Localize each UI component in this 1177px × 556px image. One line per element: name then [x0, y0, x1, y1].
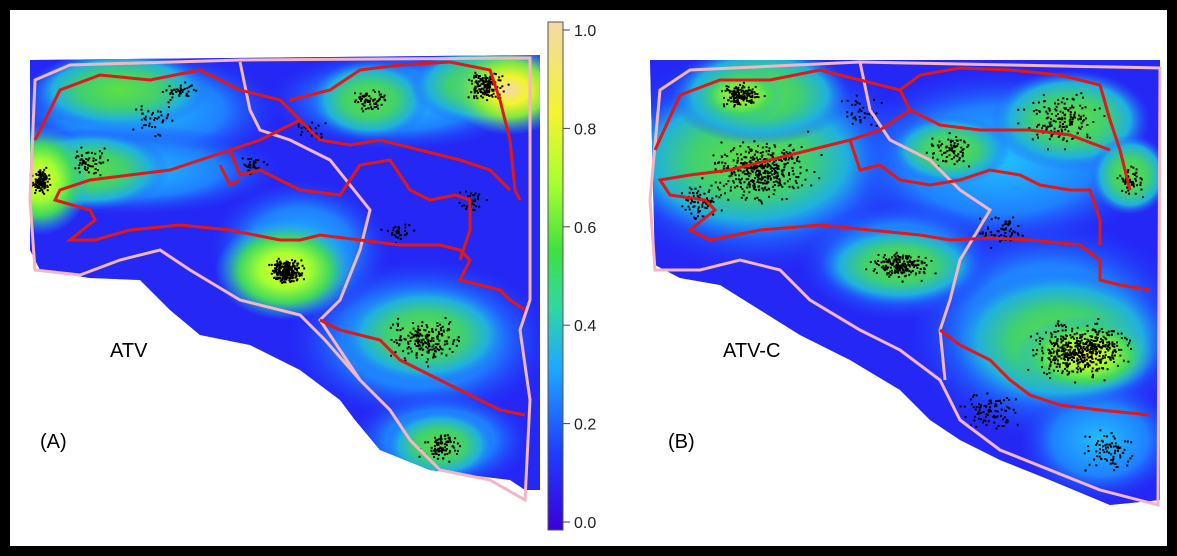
panel-a-letter: (A)	[40, 431, 67, 453]
panel-a-points	[29, 71, 510, 463]
panel-b-label: ATV-C	[723, 340, 780, 362]
colorbar-bar	[547, 21, 564, 531]
panel-b-inner-boundary	[858, 61, 993, 381]
colorbar-tick-label: 0.8	[574, 121, 596, 138]
panel-a-outer-boundary	[28, 56, 532, 503]
colorbar-tick-label: 0.0	[574, 515, 596, 532]
panel-b-management-boundary-3	[939, 328, 1151, 417]
colorbar-ticks: 0.0 0.2 0.4 0.6 0.8 1.0	[563, 23, 596, 532]
colorbar-tick-label: 0.2	[574, 417, 596, 434]
colorbar-tick-label: 1.0	[574, 23, 596, 40]
panel-b-letter: (B)	[668, 431, 695, 453]
colorbar: 0.0 0.2 0.4 0.6 0.8 1.0	[547, 21, 596, 532]
colorbar-tick-label: 0.6	[574, 220, 596, 237]
panel-b-outer-boundary	[648, 60, 1162, 507]
panel-a-management-boundary-2	[228, 60, 522, 261]
panel-b-points	[680, 81, 1144, 472]
panel-a-boundaries	[28, 56, 532, 503]
panel-a-label: ATV	[110, 340, 148, 362]
panel-b-management-boundary-2	[848, 66, 1132, 245]
panel-b-management-boundary	[653, 68, 1151, 292]
panel-a-inner-boundary	[238, 61, 372, 381]
colorbar-tick-label: 0.4	[574, 318, 596, 335]
panel-a-management-boundary-3	[319, 318, 526, 417]
panel-a-management-boundary-4	[218, 164, 241, 188]
panel-b-boundaries	[648, 60, 1162, 507]
